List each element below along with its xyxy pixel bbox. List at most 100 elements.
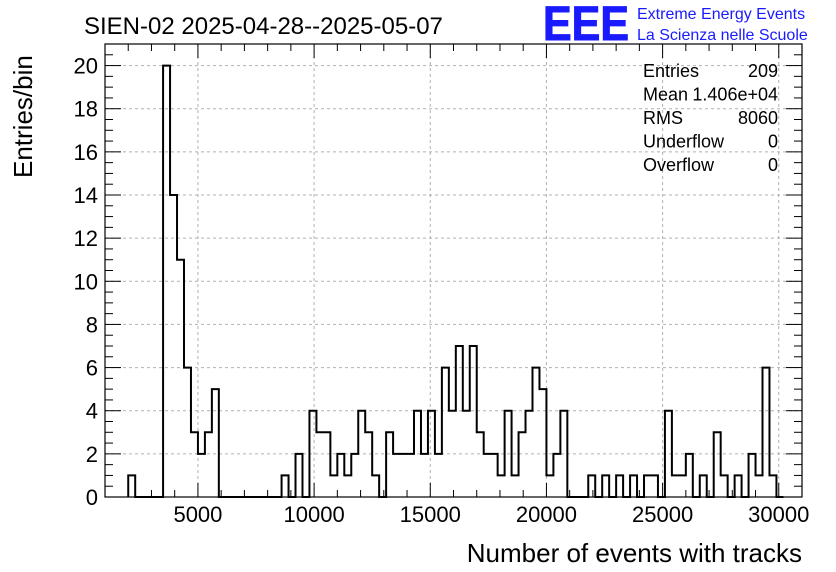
histogram-bin (700, 475, 707, 497)
y-tick-label: 16 (74, 140, 98, 165)
histogram-bin (198, 454, 205, 497)
histogram-bin (330, 475, 337, 497)
y-tick-label: 20 (74, 54, 98, 79)
histogram-bin (372, 475, 379, 497)
x-tick-label: 15000 (400, 502, 461, 527)
histogram-bin (428, 411, 435, 497)
histogram-bin (539, 389, 546, 497)
histogram-bin (456, 346, 463, 497)
histogram-bin (679, 475, 686, 497)
histogram-bin (721, 475, 728, 497)
histogram-bin (769, 475, 776, 497)
histogram-bin (163, 66, 170, 497)
histogram-bin (588, 475, 595, 497)
histogram-bin (463, 411, 470, 497)
axis-ticks: 5000 10000 15000 20000 25000 30000 0 2 4 6 8 10 12 14… (74, 43, 809, 527)
histogram-bin (386, 432, 393, 497)
histogram-bin (714, 432, 721, 497)
x-tick-label: 10000 (284, 502, 345, 527)
histogram-bin (449, 411, 456, 497)
stats-label: Overflow (643, 155, 715, 175)
histogram-bin (519, 432, 526, 497)
histogram-bin (735, 475, 742, 497)
histogram-bin (212, 389, 219, 497)
histogram-bin (170, 195, 177, 497)
histogram-bin (191, 432, 198, 497)
eee-logo: EEE Extreme Energy Events La Scienza nel… (543, 0, 808, 52)
histogram-bin (358, 411, 365, 497)
eee-logo-mark: EEE (543, 0, 629, 51)
histogram-bin (686, 454, 693, 497)
histogram-bin (323, 432, 330, 497)
x-tick-label: 5000 (173, 502, 222, 527)
y-tick-label: 0 (86, 485, 98, 510)
histogram-bin (282, 475, 289, 497)
y-axis-label: Entries/bin (8, 55, 38, 178)
histogram-bin (128, 475, 135, 497)
stats-label: Mean (643, 85, 688, 105)
histogram-bin (344, 475, 351, 497)
histogram-bin (526, 411, 533, 497)
histogram-bin (393, 454, 400, 497)
histogram-bin (442, 368, 449, 497)
histogram-bin (337, 454, 344, 497)
chart-title: SIEN-02 2025-04-28--2025-05-07 (84, 13, 443, 40)
stats-label: Entries (643, 61, 699, 81)
histogram-bin (630, 475, 637, 497)
stats-value: 0 (768, 132, 778, 152)
y-tick-label: 6 (86, 356, 98, 381)
y-tick-label: 4 (86, 399, 98, 424)
histogram-bin (602, 475, 609, 497)
histogram-bin (532, 368, 539, 497)
stats-value: 8060 (738, 108, 778, 128)
histogram-bin (672, 475, 679, 497)
histogram-bin (351, 454, 358, 497)
y-tick-label: 2 (86, 442, 98, 467)
stats-label: Underflow (643, 132, 725, 152)
histogram-bin (763, 368, 770, 497)
histogram-bin (498, 475, 505, 497)
histogram-bin (407, 454, 414, 497)
histogram-bin (296, 454, 303, 497)
eee-logo-line2: La Scienza nelle Scuole (637, 27, 808, 44)
histogram-bin (749, 454, 756, 497)
stats-value: 1.406e+04 (692, 85, 778, 105)
histogram-bin (756, 475, 763, 497)
y-tick-label: 14 (74, 183, 98, 208)
x-tick-label: 20000 (516, 502, 577, 527)
histogram-bin (421, 454, 428, 497)
histogram-bin (400, 454, 407, 497)
eee-logo-line1: Extreme Energy Events (637, 6, 805, 23)
histogram-bin (616, 475, 623, 497)
stats-value: 209 (748, 61, 778, 81)
stats-value: 0 (768, 155, 778, 175)
histogram-bin (665, 411, 672, 497)
x-tick-label: 25000 (632, 502, 693, 527)
histogram-bin (644, 475, 651, 497)
histogram-bin (365, 432, 372, 497)
histogram-bin (553, 454, 560, 497)
x-tick-label: 30000 (748, 502, 809, 527)
y-tick-label: 8 (86, 312, 98, 337)
histogram-bin (505, 411, 512, 497)
histogram-bin (177, 260, 184, 497)
histogram-bin (512, 475, 519, 497)
histogram-bin (414, 411, 421, 497)
y-tick-label: 12 (74, 226, 98, 251)
histogram-bin (205, 432, 212, 497)
histogram-bin (470, 346, 477, 497)
histogram-bin (546, 475, 553, 497)
histogram-bin (651, 475, 658, 497)
histogram-bin (560, 411, 567, 497)
y-tick-label: 10 (74, 269, 98, 294)
histogram-bin (477, 432, 484, 497)
stats-label: RMS (643, 108, 683, 128)
x-axis-label: Number of events with tracks (467, 538, 802, 568)
histogram-bin (484, 454, 491, 497)
histogram-bin (184, 368, 191, 497)
stats-box: Entries 209 Mean 1.406e+04 RMS 8060 Underflow 0… (643, 61, 778, 175)
histogram-bin (309, 411, 316, 497)
y-tick-label: 18 (74, 97, 98, 122)
histogram-bin (491, 454, 498, 497)
